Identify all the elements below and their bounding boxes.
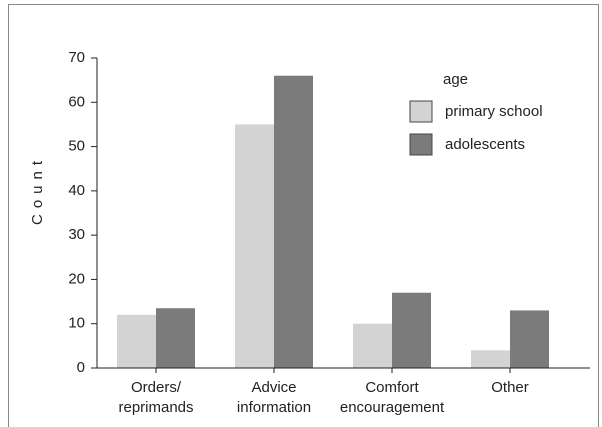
- x-tick-label: encouragement: [340, 399, 445, 416]
- bar: [471, 350, 510, 368]
- y-axis-label: Count: [29, 155, 46, 225]
- frame: [8, 4, 599, 427]
- bar: [156, 308, 195, 368]
- x-tick-label: reprimands: [118, 399, 193, 416]
- y-tick-label: 70: [68, 49, 85, 66]
- legend-swatch: [409, 133, 433, 156]
- bar: [392, 292, 431, 368]
- y-tick-label: 10: [68, 315, 85, 332]
- x-tick-label: information: [237, 399, 311, 416]
- y-tick-label: 40: [68, 182, 85, 199]
- y-tick-label: 50: [68, 138, 85, 155]
- legend-title: age: [443, 71, 468, 88]
- x-tick-label: Orders/: [131, 379, 182, 396]
- bar: [274, 75, 313, 368]
- bar: [235, 124, 274, 368]
- bar: [353, 323, 392, 368]
- x-tick-label: Comfort: [365, 379, 419, 396]
- x-tick-label: Advice: [251, 379, 296, 396]
- bar: [117, 314, 156, 368]
- y-tick-label: 60: [68, 93, 85, 110]
- y-tick-label: 30: [68, 226, 85, 243]
- legend-swatch: [409, 100, 433, 123]
- legend-label: primary school: [445, 103, 543, 120]
- y-tick-label: 0: [77, 359, 85, 376]
- x-tick-label: Other: [491, 379, 529, 396]
- y-tick-label: 20: [68, 270, 85, 287]
- legend-label: adolescents: [445, 136, 525, 153]
- bar: [510, 310, 549, 368]
